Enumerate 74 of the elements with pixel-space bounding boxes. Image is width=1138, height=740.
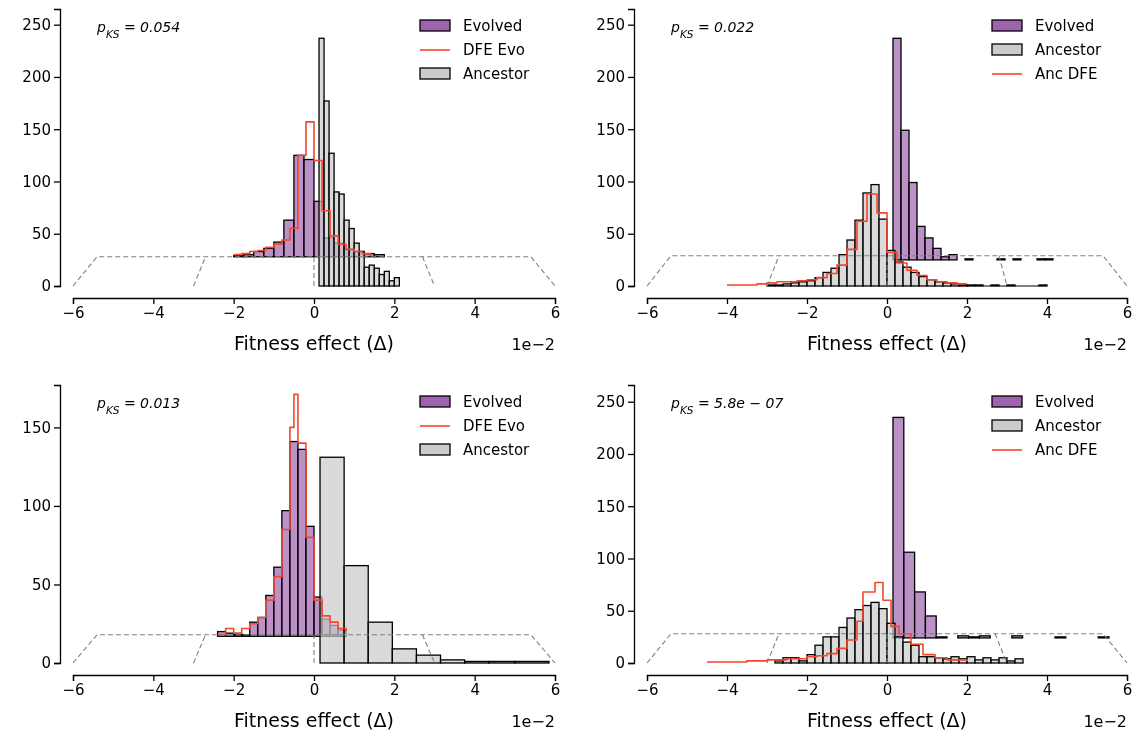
legend-label: Evolved	[463, 17, 523, 35]
y-tick-label: 250	[22, 15, 51, 34]
x-tick-label: −2	[796, 303, 819, 322]
legend-label: Ancestor	[1035, 41, 1103, 59]
x-tick-label: −4	[142, 680, 165, 699]
annotation: p$_{KS}$ = 5.8e − 07	[670, 395, 784, 416]
y-tick-label: 0	[615, 277, 625, 296]
y-tick-label: 200	[22, 68, 51, 87]
legend-label: Anc DFE	[1035, 441, 1098, 459]
x-tick-label: −6	[62, 303, 85, 322]
x-tick-label: 4	[1042, 303, 1053, 322]
y-tick-label: 250	[596, 393, 625, 412]
y-tick-label: 50	[605, 225, 625, 244]
y-tick-label: 200	[596, 445, 625, 464]
x-tick-label: −4	[716, 303, 739, 322]
x-tick-label: −2	[223, 680, 246, 699]
y-tick-label: 100	[596, 549, 625, 568]
x-tick-label: 6	[550, 680, 561, 699]
y-tick-label: 250	[596, 15, 625, 34]
x-tick-label: 2	[962, 680, 973, 699]
x-tick-label: −4	[716, 680, 739, 699]
legend-label: Ancestor	[463, 65, 531, 83]
text: 1e−2	[511, 712, 555, 731]
x-axis-title: Fitness effect (Δ)	[233, 332, 395, 354]
annotation: p$_{KS}$ = 0.022	[670, 19, 755, 40]
y-tick-label: 100	[22, 172, 51, 191]
x-tick-label: 6	[1122, 303, 1133, 322]
x-axis-title: Fitness effect (Δ)	[806, 332, 968, 354]
legend-label: Ancestor	[1035, 417, 1103, 435]
x-tick-label: −2	[796, 680, 819, 699]
y-tick-label: 100	[22, 497, 51, 516]
x-tick-label: −4	[142, 303, 165, 322]
y-tick-label: 0	[41, 654, 51, 673]
legend-label: DFE Evo	[463, 417, 525, 435]
y-tick-label: 150	[596, 497, 625, 516]
legend-label: Evolved	[1035, 393, 1095, 411]
x-tick-label: 0	[309, 303, 320, 322]
legend-label: DFE Evo	[463, 41, 525, 59]
annotation: p$_{KS}$ = 0.013	[96, 395, 181, 416]
x-tick-label: 0	[882, 680, 893, 699]
legend-label: Ancestor	[463, 441, 531, 459]
x-axis-title: Fitness effect (Δ)	[806, 709, 968, 731]
annotation: p$_{KS}$ = 0.054	[96, 19, 181, 40]
text: 1e−2	[511, 335, 555, 354]
y-tick-label: 200	[596, 68, 625, 87]
y-tick-label: 100	[596, 172, 625, 191]
x-tick-label: 4	[470, 680, 480, 699]
x-tick-label: 6	[1122, 680, 1133, 699]
legend-label: Evolved	[1035, 17, 1095, 35]
x-tick-label: 0	[882, 303, 893, 322]
y-tick-label: 0	[41, 277, 51, 296]
y-tick-label: 0	[615, 654, 625, 673]
legend-label: Evolved	[463, 393, 523, 411]
x-tick-label: 4	[1042, 680, 1053, 699]
x-tick-label: 0	[309, 680, 320, 699]
x-tick-label: 4	[470, 303, 480, 322]
text: 1e−2	[1083, 712, 1127, 731]
text: 1e−2	[1083, 335, 1127, 354]
y-tick-label: 50	[605, 602, 625, 621]
y-tick-label: 50	[31, 225, 51, 244]
y-tick-label: 150	[596, 120, 625, 139]
y-tick-label: 50	[31, 575, 51, 594]
x-tick-label: −6	[62, 680, 85, 699]
x-tick-label: 2	[962, 303, 973, 322]
x-tick-label: 2	[390, 303, 400, 322]
x-tick-label: 2	[390, 680, 400, 699]
y-tick-label: 150	[22, 418, 51, 437]
legend-label: Anc DFE	[1035, 65, 1098, 83]
x-tick-label: 6	[550, 303, 561, 322]
x-axis-title: Fitness effect (Δ)	[233, 709, 395, 731]
y-tick-label: 150	[22, 120, 51, 139]
x-tick-label: −6	[636, 680, 659, 699]
x-tick-label: −2	[223, 303, 246, 322]
x-tick-label: −6	[636, 303, 659, 322]
